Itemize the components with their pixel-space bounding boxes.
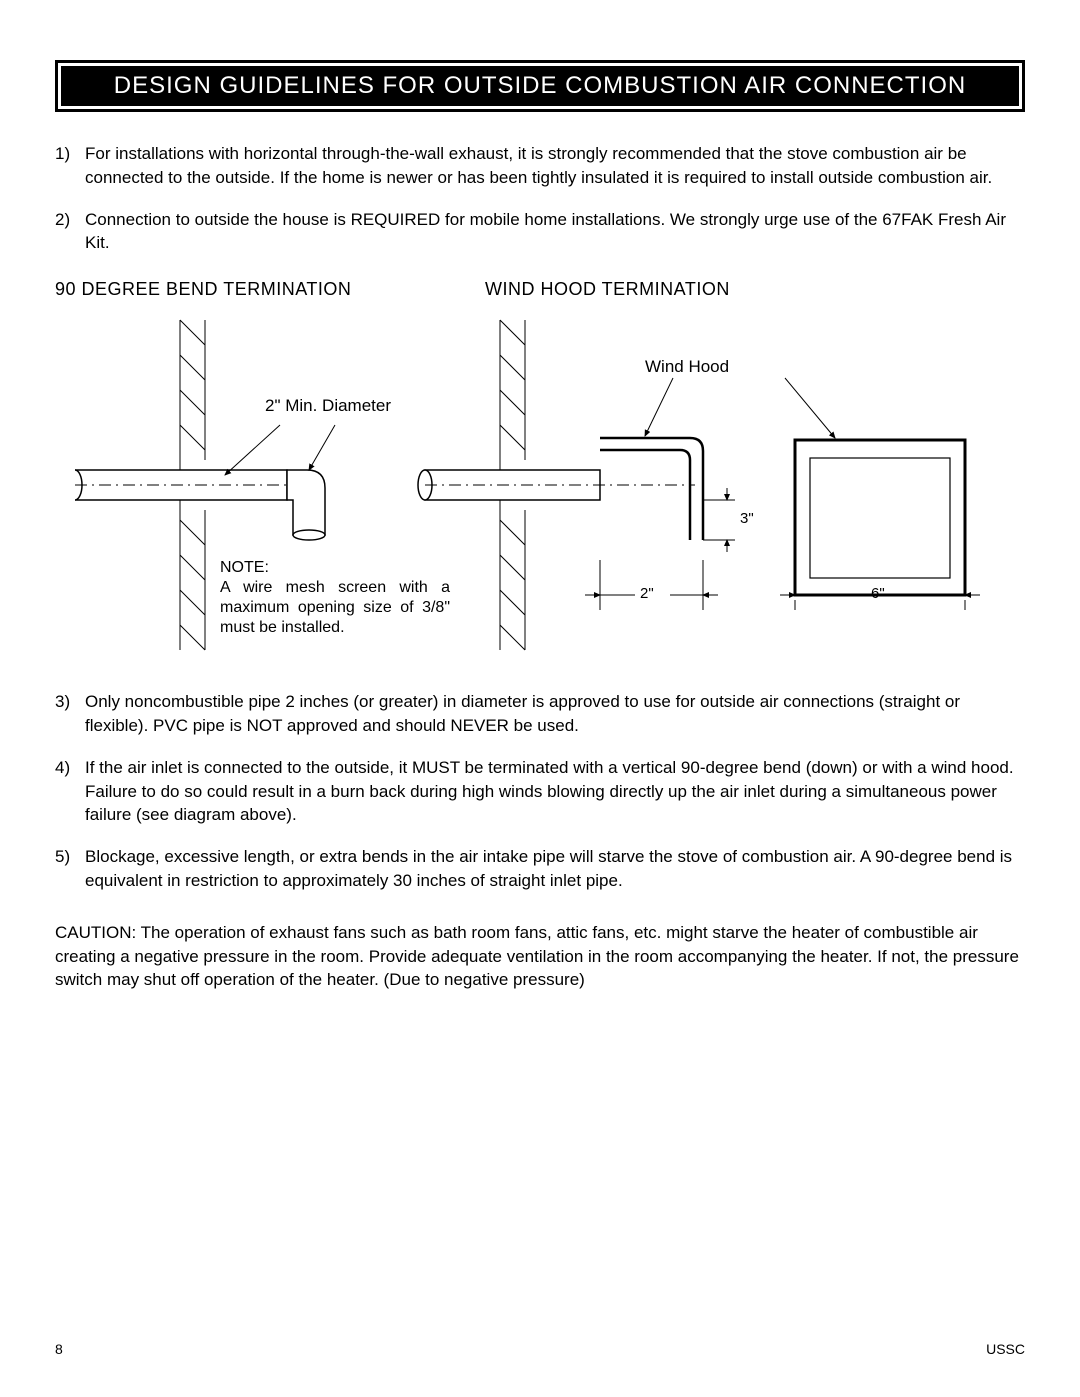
page-title: DESIGN GUIDELINES FOR OUTSIDE COMBUSTION… — [61, 66, 1019, 106]
list-item: 5) Blockage, excessive length, or extra … — [55, 845, 1025, 893]
caution-paragraph: CAUTION: The operation of exhaust fans s… — [55, 921, 1025, 992]
footer: 8 USSC — [55, 1341, 1025, 1357]
list-text: Blockage, excessive length, or extra ben… — [85, 845, 1025, 893]
list-text: Only noncombustible pipe 2 inches (or gr… — [85, 690, 1025, 738]
subheading-left: 90 DEGREE BEND TERMINATION — [55, 279, 485, 300]
wind-hood-label: Wind Hood — [645, 356, 729, 377]
footer-brand: USSC — [986, 1341, 1025, 1357]
list-number: 1) — [55, 142, 85, 190]
list-item: 2) Connection to outside the house is RE… — [55, 208, 1025, 256]
caution-text: The operation of exhaust fans such as ba… — [55, 923, 1019, 990]
diagram: 2" Min. Diameter Wind Hood 3" 2" 6" NOTE… — [75, 310, 995, 660]
list-text: For installations with horizontal throug… — [85, 142, 1025, 190]
min-diameter-label: 2" Min. Diameter — [265, 395, 391, 416]
note-title: NOTE: — [220, 559, 269, 576]
page-number: 8 — [55, 1341, 63, 1357]
list-item: 4) If the air inlet is connected to the … — [55, 756, 1025, 827]
top-list: 1) For installations with horizontal thr… — [55, 142, 1025, 255]
subheading-right: WIND HOOD TERMINATION — [485, 279, 1025, 300]
caution-label: CAUTION: — [55, 923, 136, 942]
bottom-list: 3) Only noncombustible pipe 2 inches (or… — [55, 690, 1025, 893]
note-body: A wire mesh screen with a maximum openin… — [220, 579, 450, 636]
list-item: 1) For installations with horizontal thr… — [55, 142, 1025, 190]
dim-3in: 3" — [740, 510, 754, 529]
list-item: 3) Only noncombustible pipe 2 inches (or… — [55, 690, 1025, 738]
list-text: If the air inlet is connected to the out… — [85, 756, 1025, 827]
list-number: 2) — [55, 208, 85, 256]
list-number: 4) — [55, 756, 85, 827]
subheadings-row: 90 DEGREE BEND TERMINATION WIND HOOD TER… — [55, 279, 1025, 300]
page-title-box: DESIGN GUIDELINES FOR OUTSIDE COMBUSTION… — [55, 60, 1025, 112]
list-number: 5) — [55, 845, 85, 893]
list-text: Connection to outside the house is REQUI… — [85, 208, 1025, 256]
diagram-svg — [75, 310, 995, 660]
dim-2in: 2" — [640, 585, 654, 604]
list-number: 3) — [55, 690, 85, 738]
dim-6in: 6" — [871, 585, 885, 604]
